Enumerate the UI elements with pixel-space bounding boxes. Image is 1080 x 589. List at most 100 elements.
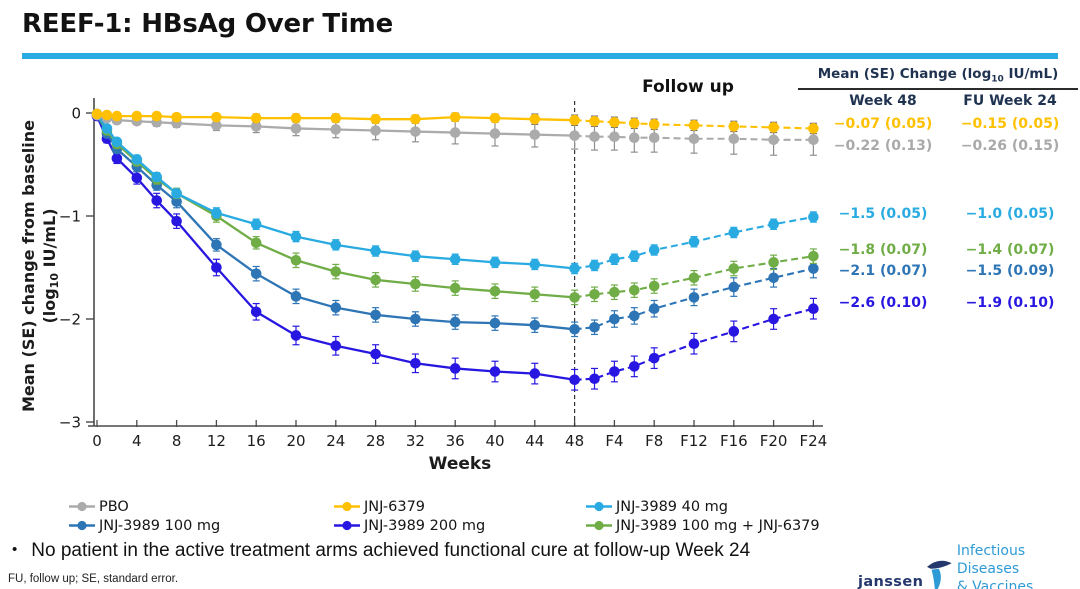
data-point bbox=[808, 250, 819, 262]
data-point bbox=[250, 306, 262, 318]
data-point bbox=[648, 280, 660, 292]
data-point bbox=[330, 112, 342, 124]
data-point bbox=[131, 154, 143, 165]
data-point bbox=[688, 338, 700, 350]
data-point bbox=[101, 123, 113, 134]
data-point bbox=[111, 153, 123, 164]
data-point bbox=[171, 111, 182, 123]
summary-table: Mean (SE) Change (log10 IU/mL) Week 48 F… bbox=[798, 66, 1078, 109]
legend-marker-icon bbox=[334, 520, 360, 531]
data-point bbox=[290, 123, 302, 134]
data-point bbox=[589, 260, 600, 271]
table-value-fu-week24: −1.9 (0.10) bbox=[965, 295, 1055, 311]
data-point bbox=[688, 236, 700, 248]
data-point bbox=[768, 122, 779, 133]
data-point bbox=[648, 244, 660, 256]
x-tick-label: 44 bbox=[525, 432, 544, 450]
data-point bbox=[290, 330, 302, 341]
data-point bbox=[648, 119, 660, 130]
table-value-week48: −2.6 (0.10) bbox=[838, 295, 928, 311]
data-point bbox=[768, 257, 779, 268]
data-point bbox=[370, 348, 381, 360]
logo-division-text: Infectious Diseases & Vaccines bbox=[957, 542, 1080, 589]
data-point bbox=[290, 112, 302, 124]
data-point bbox=[529, 368, 541, 379]
data-point bbox=[449, 253, 461, 265]
table-value-week48: −1.5 (0.05) bbox=[838, 206, 928, 222]
x-tick-label: 48 bbox=[565, 432, 584, 450]
legend-item: JNJ-3989 100 mg bbox=[68, 518, 333, 534]
data-point bbox=[648, 352, 660, 364]
data-point bbox=[609, 131, 620, 142]
series-line-treatment bbox=[96, 112, 575, 122]
data-point bbox=[410, 357, 421, 369]
page-title: REEF-1: HBsAg Over Time bbox=[22, 9, 394, 39]
x-tick-label: 28 bbox=[366, 432, 385, 450]
data-point bbox=[250, 237, 262, 249]
data-point bbox=[370, 274, 381, 286]
data-point bbox=[370, 245, 381, 257]
janssen-swoosh-icon bbox=[927, 560, 952, 589]
series-jnj-3989-200-mg bbox=[91, 110, 819, 391]
x-tick-label: F12 bbox=[680, 432, 708, 450]
chart-legend: PBO JNJ-6379 JNJ-3989 40 mg JNJ-3989 100 mg… bbox=[68, 497, 928, 535]
data-point bbox=[629, 132, 640, 144]
data-point bbox=[211, 262, 222, 273]
data-point bbox=[151, 171, 162, 183]
summary-table-row: −2.6 (0.10) −1.9 (0.10) bbox=[798, 295, 1078, 311]
data-point bbox=[290, 291, 302, 302]
data-point bbox=[290, 231, 302, 242]
data-point bbox=[569, 114, 580, 126]
data-point bbox=[529, 288, 541, 300]
data-point bbox=[609, 253, 620, 265]
data-point bbox=[449, 127, 461, 138]
table-value-week48: −2.1 (0.07) bbox=[838, 263, 928, 279]
data-point bbox=[529, 259, 541, 270]
legend-label: PBO bbox=[99, 498, 129, 515]
data-point bbox=[111, 110, 123, 122]
data-point bbox=[330, 266, 342, 277]
data-point bbox=[211, 239, 222, 251]
data-point bbox=[151, 110, 162, 122]
data-point bbox=[410, 126, 421, 137]
table-value-week48: −0.07 (0.05) bbox=[833, 116, 933, 132]
legend-item: PBO bbox=[68, 499, 333, 515]
data-point bbox=[808, 123, 819, 134]
table-value-fu-week24: −1.5 (0.09) bbox=[965, 263, 1055, 279]
table-value-fu-week24: −1.0 (0.05) bbox=[965, 206, 1055, 222]
data-point bbox=[250, 268, 262, 279]
y-tick-label: 0 bbox=[71, 105, 81, 123]
data-point bbox=[410, 278, 421, 290]
data-point bbox=[101, 109, 113, 121]
table-value-fu-week24: −0.26 (0.15) bbox=[960, 138, 1060, 154]
data-point bbox=[370, 125, 381, 136]
x-axis-title: Weeks bbox=[429, 454, 492, 474]
x-tick-label: F4 bbox=[605, 432, 623, 450]
data-point bbox=[688, 292, 700, 303]
key-takeaway-bullet: • No patient in the active treatment arms… bbox=[12, 540, 750, 562]
column-header-fu-week24: FU Week 24 bbox=[963, 92, 1057, 109]
legend-label: JNJ-6379 bbox=[364, 498, 426, 515]
data-point bbox=[728, 263, 740, 274]
summary-table-row: −0.22 (0.13) −0.26 (0.15) bbox=[798, 138, 1078, 154]
data-point bbox=[808, 134, 819, 146]
title-accent-rule bbox=[22, 53, 1058, 59]
data-point bbox=[629, 361, 640, 372]
x-tick-label: 24 bbox=[326, 432, 345, 450]
data-point bbox=[629, 310, 640, 322]
data-point bbox=[569, 324, 580, 335]
data-point bbox=[688, 120, 700, 131]
data-point bbox=[768, 313, 779, 325]
legend-label: JNJ-3989 100 mg bbox=[99, 517, 221, 534]
data-point bbox=[410, 113, 421, 125]
data-point bbox=[330, 340, 342, 352]
data-point bbox=[330, 302, 342, 313]
x-tick-label: 8 bbox=[172, 432, 182, 450]
table-value-fu-week24: −1.4 (0.07) bbox=[965, 242, 1055, 258]
abbreviations-footnote: FU, follow up; SE, standard error. bbox=[8, 573, 179, 585]
series-line-treatment bbox=[95, 114, 575, 331]
legend-row: JNJ-3989 100 mg JNJ-3989 200 mg JNJ-3989 1… bbox=[68, 516, 928, 535]
bullet-text: No patient in the active treatment arms … bbox=[31, 540, 751, 561]
data-point bbox=[728, 133, 740, 145]
